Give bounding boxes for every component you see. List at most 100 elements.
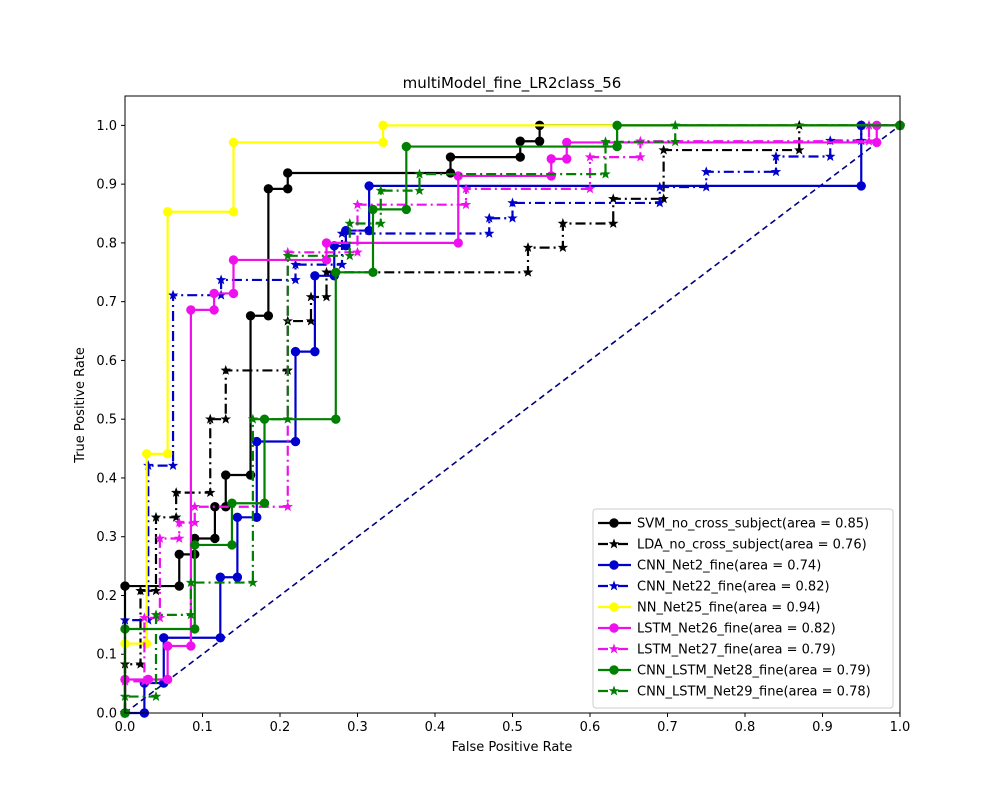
y-tick-label: 0.5: [96, 413, 117, 428]
roc-point: [608, 218, 619, 228]
roc-point: [658, 193, 669, 204]
legend-label: CNN_Net2_fine(area = 0.74): [637, 559, 821, 574]
roc-point: [154, 533, 166, 543]
roc-point: [584, 183, 596, 194]
x-tick-label: 0.9: [812, 720, 833, 735]
roc-point: [612, 120, 622, 131]
roc-point: [522, 266, 534, 277]
roc-point: [310, 346, 320, 357]
roc-point: [546, 171, 556, 181]
roc-point: [378, 137, 388, 148]
plot-frame: [124, 95, 901, 714]
legend-marker: [608, 685, 620, 696]
roc-point: [635, 151, 646, 162]
roc-point: [185, 609, 197, 620]
roc-point: [205, 487, 216, 498]
roc-point: [186, 305, 196, 315]
roc-point: [701, 181, 712, 192]
roc-point: [186, 641, 196, 651]
roc-point: [770, 166, 782, 177]
roc-point: [252, 436, 262, 447]
roc-point: [321, 238, 332, 248]
roc-point: [331, 267, 341, 277]
roc-point: [336, 259, 348, 270]
legend: SVM_no_cross_subject(area = 0.85) LDA_no_…: [592, 508, 894, 709]
roc-point: [209, 305, 219, 315]
roc-point: [368, 267, 378, 277]
roc-point: [174, 549, 184, 560]
y-tick-label: 0.3: [96, 530, 117, 545]
roc-point: [770, 151, 782, 161]
x-tick-label: 0.0: [115, 720, 136, 735]
roc-point: [282, 501, 293, 512]
roc-point: [189, 517, 200, 528]
roc-point: [515, 136, 525, 146]
y-tick-label: 0.4: [96, 471, 117, 486]
roc-point: [612, 141, 622, 152]
data-layer: [119, 119, 906, 718]
roc-curve-line: [123, 124, 900, 713]
roc-point: [352, 246, 363, 257]
roc-point: [167, 289, 179, 300]
roc-point: [515, 152, 525, 162]
y-tick-label: 0.0: [96, 707, 117, 722]
roc-point: [263, 311, 274, 321]
roc-point: [321, 291, 332, 302]
roc-point: [794, 144, 805, 155]
roc-point: [562, 137, 572, 148]
roc-point: [190, 540, 200, 550]
roc-point: [507, 197, 518, 208]
roc-point: [259, 498, 270, 508]
roc-point: [232, 572, 243, 582]
roc-point: [228, 288, 239, 299]
roc-point: [375, 185, 386, 196]
legend-entry: CNN_LSTM_Net29_fine(area = 0.78): [598, 685, 871, 700]
legend-entry: LSTM_Net26_fine(area = 0.82): [598, 622, 836, 637]
roc-point: [453, 238, 463, 248]
roc-point: [162, 674, 173, 685]
roc-point: [484, 212, 495, 223]
legend-entry: CNN_Net2_fine(area = 0.74): [598, 559, 821, 574]
roc-point: [368, 204, 378, 215]
y-tick-label: 0.9: [96, 178, 117, 193]
legend-box: [592, 508, 894, 709]
y-tick-label: 0.6: [96, 354, 117, 369]
legend-label: NN_Net25_fine(area = 0.94): [637, 601, 820, 616]
y-tick-label: 1.0: [96, 119, 117, 134]
x-tick-label: 0.8: [735, 720, 756, 735]
roc-point: [150, 691, 162, 701]
roc-point: [701, 166, 712, 177]
roc-point: [658, 144, 669, 155]
y-tick-label: 0.8: [96, 236, 117, 251]
roc-point: [174, 517, 185, 528]
roc-point: [670, 119, 681, 130]
y-tick-label: 0.1: [96, 648, 117, 663]
legend-label: CNN_LSTM_Net29_fine(area = 0.78): [637, 685, 871, 700]
legend-marker: [608, 538, 620, 549]
roc-point: [282, 413, 293, 424]
roc-point: [162, 207, 173, 217]
x-tick-label: 0.2: [270, 720, 291, 735]
legend-label: LSTM_Net26_fine(area = 0.82): [637, 622, 836, 637]
roc-point: [600, 136, 611, 147]
legend-entry: LDA_no_cross_subject(area = 0.76): [598, 538, 867, 553]
roc-point: [221, 470, 231, 480]
roc-point: [344, 250, 355, 261]
roc-point: [460, 199, 472, 210]
roc-point: [232, 512, 243, 523]
roc-point: [247, 577, 259, 587]
roc-point: [139, 612, 150, 623]
legend-entry: CNN_LSTM_Net28_fine(area = 0.79): [598, 664, 871, 679]
roc-point: [167, 460, 179, 471]
roc-point: [460, 183, 472, 194]
roc-point: [135, 585, 146, 596]
roc-point: [143, 460, 154, 471]
roc-point: [364, 181, 374, 191]
plot-area: 0.0 0.1 0.2 0.3 0.4 0.5 0.6 0.7 0.8 0.9 1.0 0.0 0.1 0…: [96, 95, 910, 735]
roc-point: [856, 181, 866, 191]
roc-point: [290, 274, 301, 285]
roc-point: [283, 168, 293, 178]
roc-point: [401, 141, 412, 152]
roc-point: [310, 271, 320, 281]
legend-marker: [609, 518, 619, 528]
